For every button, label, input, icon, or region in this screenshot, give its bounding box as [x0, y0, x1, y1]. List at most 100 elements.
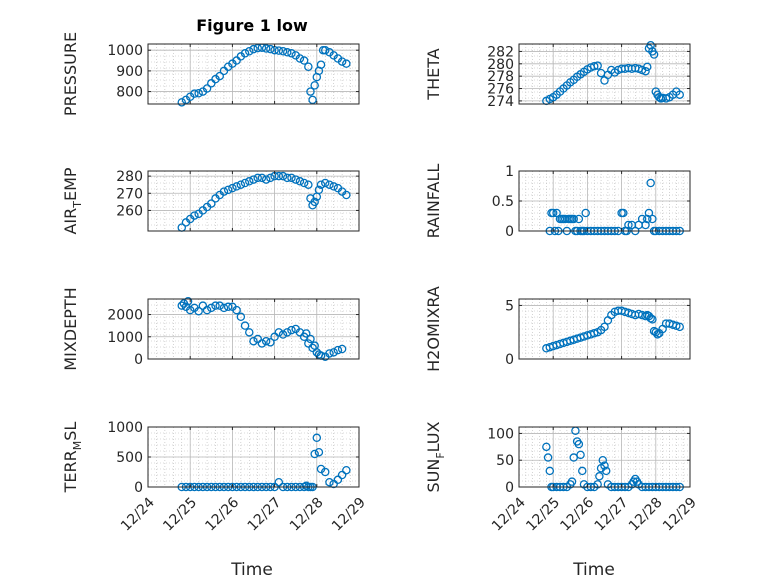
data-point: [295, 328, 305, 337]
y-tick-label: 0: [505, 224, 514, 240]
data-point: [253, 334, 262, 344]
data-point: [648, 315, 657, 324]
data-point: [325, 477, 334, 487]
tick-marks: [518, 170, 691, 232]
data-point: [223, 185, 233, 195]
data-point: [308, 95, 317, 105]
data-point: [316, 60, 326, 69]
data-point: [593, 480, 602, 489]
data-point: [249, 44, 258, 54]
data-point: [283, 48, 292, 57]
data-point: [253, 173, 262, 183]
data-point: [202, 84, 212, 93]
data-point: [653, 330, 662, 339]
data-point: [646, 314, 655, 323]
data-point: [569, 214, 578, 224]
data-point: [299, 56, 309, 65]
data-point: [545, 466, 555, 476]
x-tick-label: 12/28: [287, 495, 327, 535]
data-point: [299, 178, 309, 188]
y-axis-label-5: H2OMIXRA: [424, 286, 443, 372]
data-point: [581, 208, 590, 218]
data-point: [232, 182, 241, 191]
data-point: [190, 211, 199, 220]
data-point: [675, 90, 684, 99]
data-point: [576, 450, 585, 460]
data-point: [672, 321, 681, 331]
data-point: [236, 312, 246, 322]
data-point: [207, 303, 216, 313]
data-point: [245, 177, 254, 186]
y-axis-label-6: TERRMSL: [61, 422, 84, 494]
data-point: [287, 173, 296, 183]
data-point: [287, 325, 296, 335]
data-point: [228, 183, 237, 193]
x-axis-label-right: Time: [572, 560, 615, 580]
tick-marks: [518, 44, 691, 104]
x-tick-label: 12/28: [626, 495, 666, 535]
y-tick-label: 50: [496, 453, 514, 469]
y-axis-label-2: AIRTEMP: [61, 167, 84, 234]
y-tick-label: 280: [116, 169, 143, 185]
data-point: [194, 306, 203, 316]
data-point: [314, 447, 324, 457]
major-grid: [148, 171, 359, 231]
data-point: [314, 185, 324, 195]
data-point: [595, 472, 604, 481]
data-point: [194, 88, 203, 98]
data-point: [245, 328, 254, 337]
x-tick-label: 12/26: [557, 495, 597, 535]
data-point: [202, 305, 212, 315]
data-point: [183, 296, 193, 306]
data-point: [641, 311, 650, 321]
y-axis-label-1: THETA: [424, 48, 443, 100]
data-point: [542, 442, 551, 452]
data-point: [342, 465, 351, 475]
data-point: [295, 177, 305, 186]
data-point: [278, 46, 288, 56]
minor-grid: [148, 427, 359, 487]
y-axis-label-7: SUNFLUX: [424, 421, 447, 492]
data-point: [261, 175, 271, 184]
data-point: [342, 59, 351, 68]
data-point: [641, 220, 650, 230]
y-tick-label: 500: [116, 450, 143, 466]
figure-title: Figure 1 low: [196, 16, 308, 35]
data-point: [287, 49, 296, 58]
major-grid: [519, 427, 690, 487]
data-point: [601, 466, 611, 476]
panel-sun_flux: 0 50 100 SUNFLUX 12/2412/2512/2612/2712/2812…: [424, 421, 700, 534]
data-point: [215, 301, 224, 310]
data-point: [593, 61, 602, 70]
data-point: [207, 199, 216, 208]
data-point: [598, 455, 608, 465]
data-point: [240, 178, 250, 188]
y-axis-label-3: RAINFALL: [424, 164, 443, 239]
series-markers: [177, 296, 347, 362]
x-tick-label: 12/27: [245, 495, 285, 535]
data-point: [649, 50, 659, 59]
y-axis-label-0: PRESSURE: [61, 32, 80, 116]
tick-marks: [147, 299, 360, 360]
y-tick-label: 276: [487, 82, 514, 98]
data-point: [651, 327, 661, 337]
data-point: [310, 449, 319, 459]
data-point: [641, 66, 650, 76]
data-point: [249, 175, 258, 184]
data-point: [177, 301, 187, 310]
data-point: [295, 54, 305, 63]
tick-marks: [518, 427, 691, 488]
data-point: [301, 329, 311, 338]
data-point: [245, 46, 254, 56]
y-tick-label: 0: [505, 352, 514, 368]
data-point: [648, 214, 657, 224]
data-point: [342, 190, 351, 200]
data-point: [240, 49, 250, 58]
data-point: [310, 197, 319, 207]
data-point: [236, 180, 246, 189]
data-point: [190, 89, 199, 98]
y-tick-label: 100: [487, 426, 514, 442]
axes-box: [147, 298, 360, 360]
data-point: [278, 171, 288, 181]
data-point: [306, 87, 315, 96]
